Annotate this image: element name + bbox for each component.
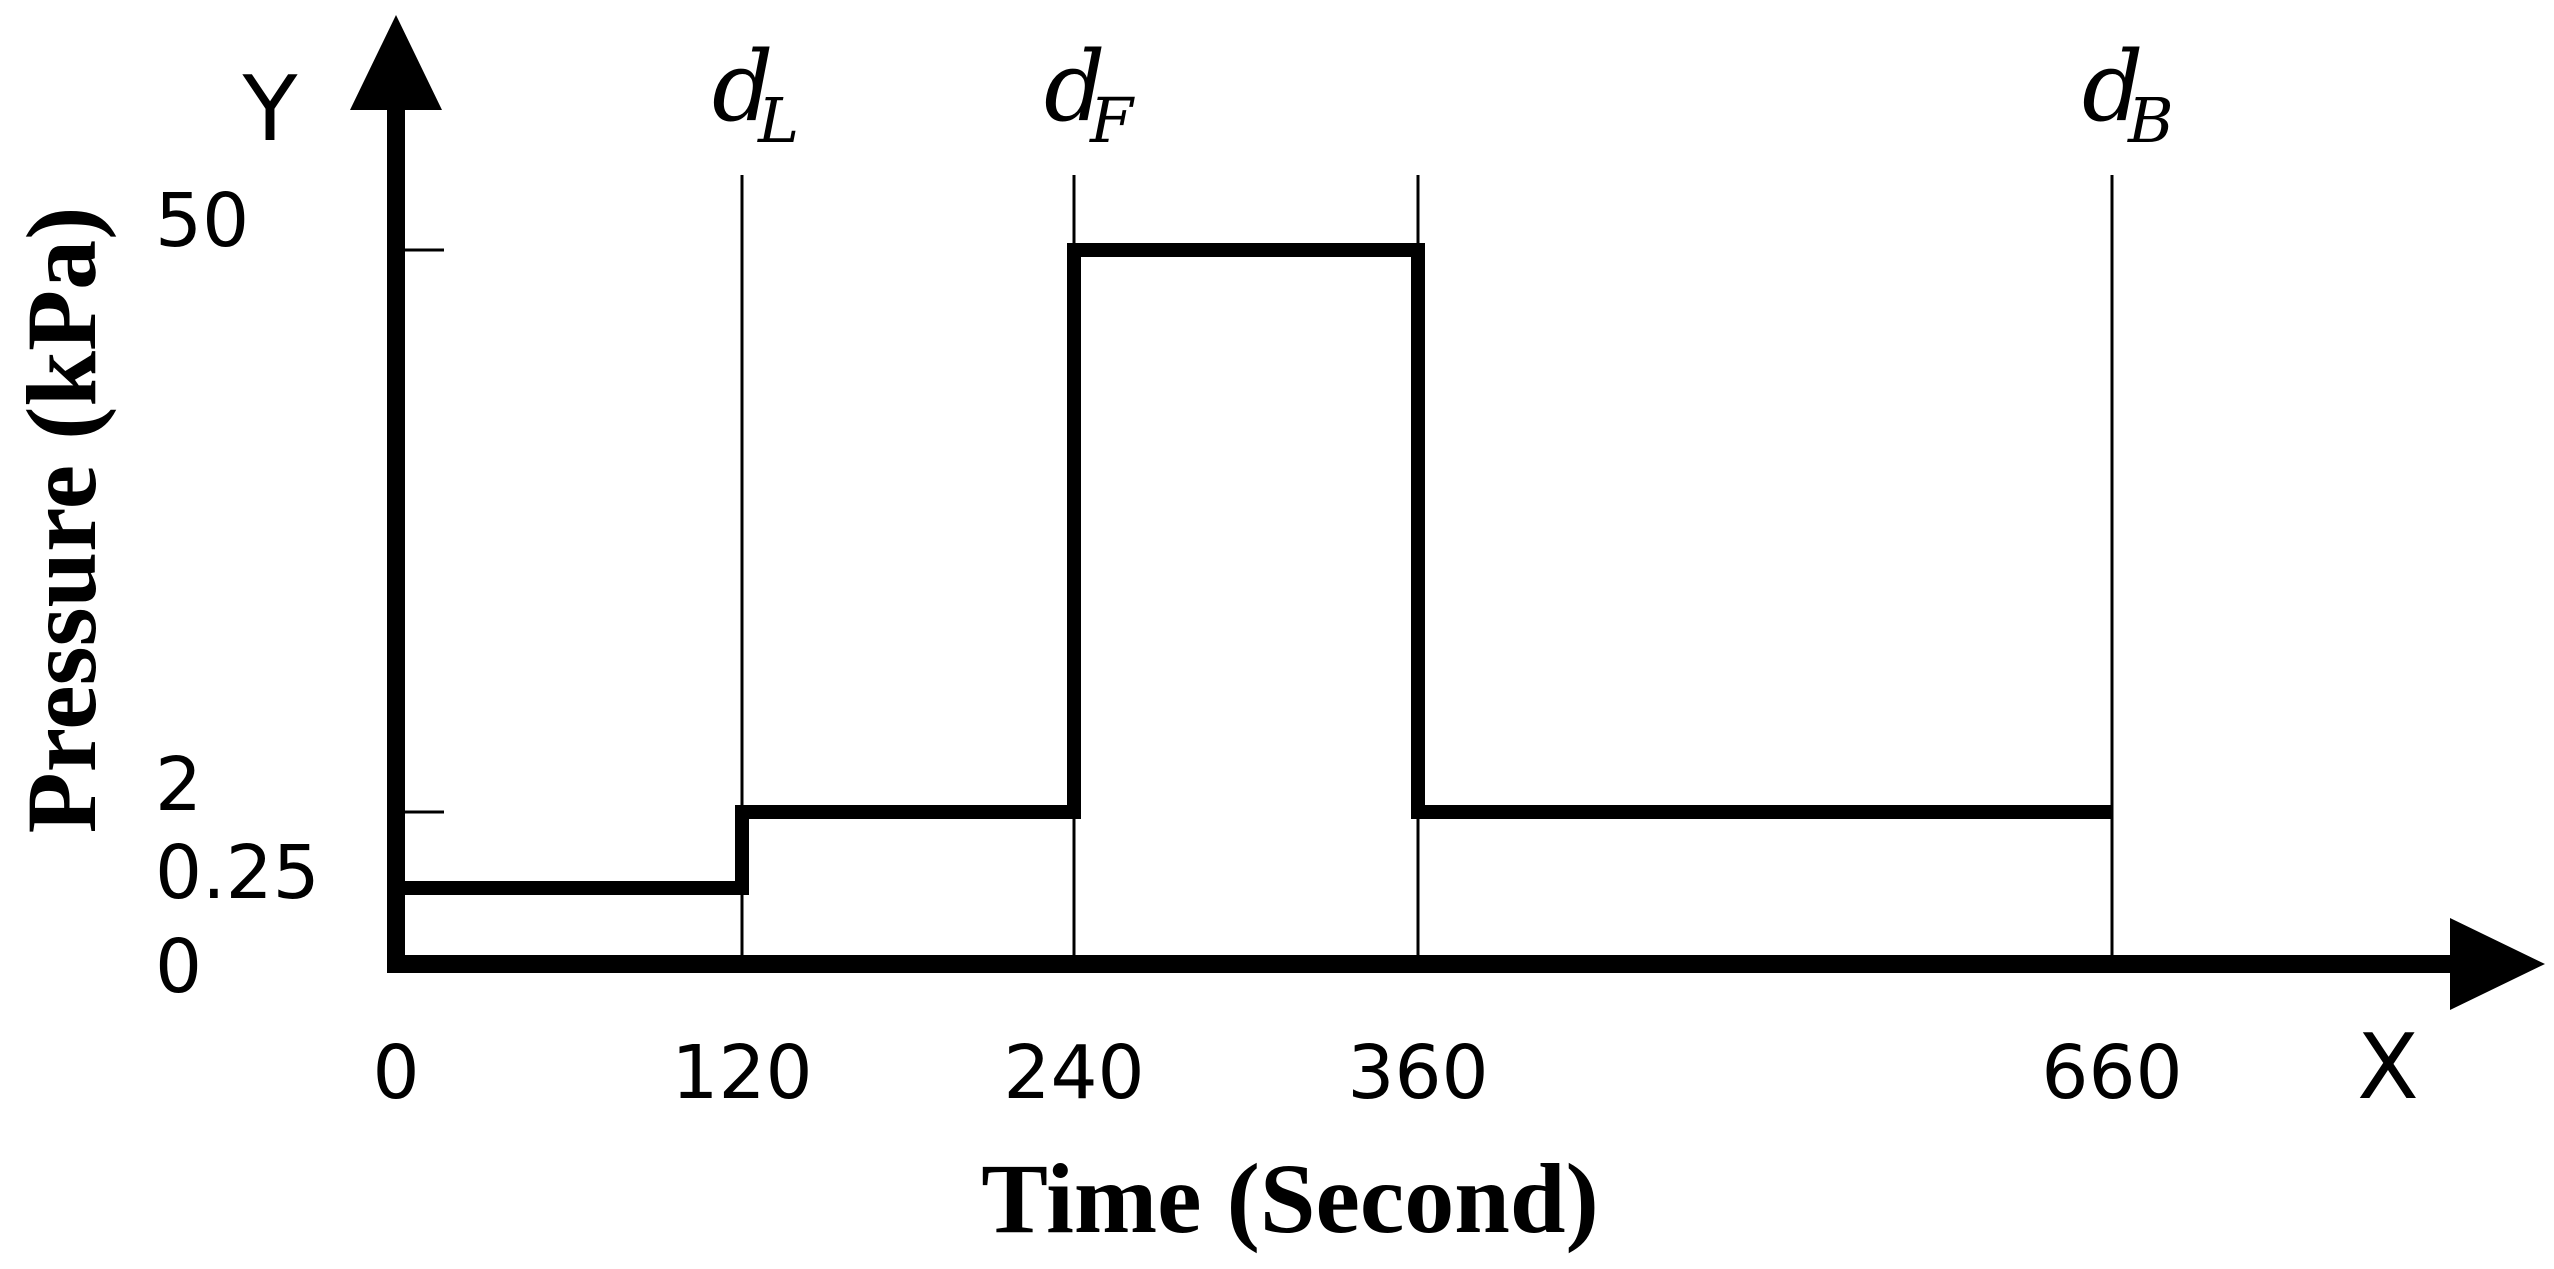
y-tick-label-0: 0 <box>155 924 202 1010</box>
marker-label-L: d <box>712 31 773 143</box>
y-ticks: 00.252 50 <box>155 178 444 1010</box>
marker-label-B: d <box>2082 31 2143 143</box>
pressure-step-line <box>396 243 2112 895</box>
y-tick-label-50: 50 <box>155 178 249 264</box>
marker-labels: dL dF dB <box>712 31 2174 157</box>
x-tick-label-120: 120 <box>671 1030 812 1116</box>
marker-sub-B: B <box>2127 84 2174 157</box>
x-axis-letter: X <box>2357 1015 2419 1120</box>
marker-label-F: d <box>1044 31 1105 143</box>
x-axis-arrowhead <box>2450 918 2545 1010</box>
x-axis-title: Time (Second) <box>981 1143 1599 1254</box>
x-tick-label-360: 360 <box>1347 1030 1488 1116</box>
marker-sub-L: L <box>757 84 799 157</box>
y-axis-title: Pressure (kPa) <box>6 207 117 834</box>
marker-sub-F: F <box>1089 84 1135 157</box>
marker-lines <box>740 175 2114 964</box>
x-tick-label-0: 0 <box>372 1030 419 1116</box>
y-tick-label-0.25: 0.25 <box>155 830 320 916</box>
y-axis-letter: Y <box>242 57 299 162</box>
x-tick-labels: 0 120 240 360 660 <box>372 1030 2182 1116</box>
y-tick-label-2: 2 <box>155 742 202 828</box>
x-tick-label-240: 240 <box>1003 1030 1144 1116</box>
x-tick-label-660: 660 <box>2041 1030 2182 1116</box>
y-axis-arrowhead <box>350 15 442 110</box>
